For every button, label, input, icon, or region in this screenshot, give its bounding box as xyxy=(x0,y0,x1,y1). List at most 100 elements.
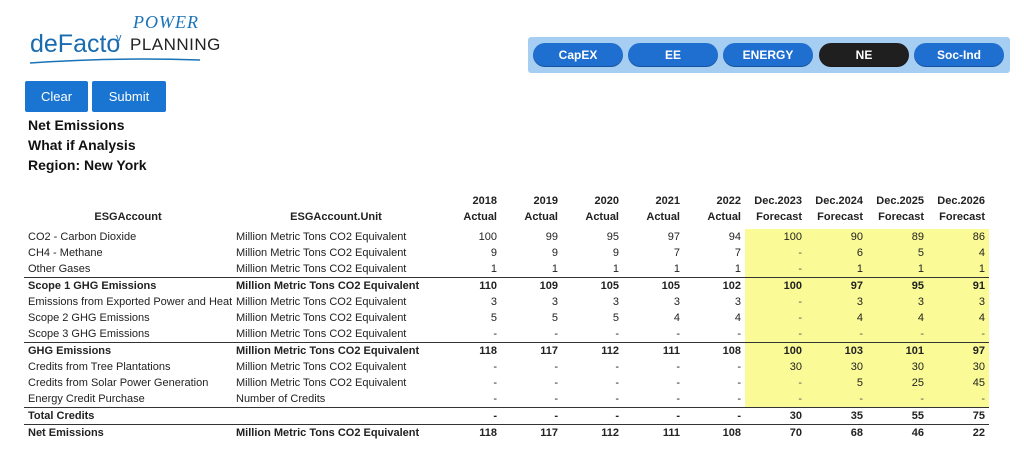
actual-value-cell: - xyxy=(676,328,680,340)
forecast-value-cell[interactable]: 91 xyxy=(928,277,989,294)
column-header-period: Dec.2024 xyxy=(815,195,863,207)
actual-value-cell: - xyxy=(501,407,562,425)
actual-value-cell: 4 xyxy=(734,312,741,324)
column-header-period: Dec.2025 xyxy=(876,195,924,207)
forecast-value-cell[interactable]: 100 xyxy=(745,277,806,294)
table-row: Credits from Solar Power Generation Milli… xyxy=(24,375,989,391)
actual-value-cell: - xyxy=(737,328,741,340)
table-row: Scope 3 GHG Emissions Million Metric Tons… xyxy=(24,326,989,343)
forecast-value-cell[interactable]: 86 xyxy=(928,229,989,245)
unit-cell: Million Metric Tons CO2 Equivalent xyxy=(236,231,407,243)
forecast-value-cell[interactable]: - xyxy=(928,326,989,343)
forecast-value-cell[interactable]: - xyxy=(745,245,806,261)
tab-energy[interactable]: ENERGY xyxy=(723,43,813,67)
logo-planning-text: PLANNING xyxy=(130,35,221,54)
tab-capex[interactable]: CapEX xyxy=(533,43,623,67)
forecast-value-cell[interactable]: 4 xyxy=(928,310,989,326)
forecast-value-cell[interactable]: 25 xyxy=(867,375,928,391)
tab-label: CapEX xyxy=(558,48,598,62)
forecast-value-cell[interactable]: 101 xyxy=(867,342,928,359)
column-header-kind: Actual xyxy=(463,211,497,223)
forecast-value-cell[interactable]: 1 xyxy=(867,261,928,278)
forecast-value-cell[interactable]: - xyxy=(928,391,989,408)
forecast-value-cell[interactable]: - xyxy=(745,391,806,408)
tab-ee[interactable]: EE xyxy=(628,43,718,67)
logo-power-text: POWER xyxy=(133,12,199,32)
forecast-value-cell[interactable]: 3 xyxy=(806,294,867,310)
forecast-value-cell[interactable]: 55 xyxy=(867,407,928,425)
account-cell: CH4 - Methane xyxy=(28,247,103,259)
actual-value-cell: - xyxy=(623,407,684,425)
defacto-logo: POWER deFacto v PLANNING xyxy=(30,12,230,64)
tab-label: NE xyxy=(855,48,873,62)
forecast-value-cell[interactable]: 4 xyxy=(806,310,867,326)
clear-button[interactable]: Clear xyxy=(25,81,88,112)
forecast-value-cell[interactable]: 4 xyxy=(867,310,928,326)
forecast-value-cell[interactable]: 22 xyxy=(928,424,989,441)
actual-value-cell: 108 xyxy=(684,424,745,441)
forecast-value-cell[interactable]: - xyxy=(745,310,806,326)
forecast-value-cell[interactable]: 90 xyxy=(806,229,867,245)
column-header-unit: ESGAccount.Unit xyxy=(290,211,382,223)
unit-cell: Million Metric Tons CO2 Equivalent xyxy=(232,424,440,441)
forecast-value-cell[interactable]: 4 xyxy=(928,245,989,261)
forecast-value-cell[interactable]: - xyxy=(745,294,806,310)
tab-label: EE xyxy=(664,48,681,62)
forecast-value-cell[interactable]: 89 xyxy=(867,229,928,245)
forecast-value-cell[interactable]: - xyxy=(867,391,928,408)
actual-value-cell: - xyxy=(737,393,741,405)
forecast-value-cell[interactable]: 30 xyxy=(928,359,989,375)
actual-value-cell: 3 xyxy=(673,296,680,308)
column-header-period: 2022 xyxy=(716,195,741,207)
column-header-kind: Actual xyxy=(585,211,619,223)
forecast-value-cell[interactable]: 97 xyxy=(928,342,989,359)
column-header-kind: Forecast xyxy=(756,211,802,223)
forecast-value-cell[interactable]: 30 xyxy=(745,359,806,375)
forecast-value-cell[interactable]: 100 xyxy=(745,229,806,245)
tab-soc-ind[interactable]: Soc-Ind xyxy=(914,43,1004,67)
actual-value-cell: 9 xyxy=(551,247,558,259)
forecast-value-cell[interactable]: - xyxy=(745,375,806,391)
forecast-value-cell[interactable]: 5 xyxy=(867,245,928,261)
forecast-value-cell[interactable]: - xyxy=(745,261,806,278)
forecast-value-cell[interactable]: 3 xyxy=(867,294,928,310)
forecast-value-cell[interactable]: 30 xyxy=(867,359,928,375)
forecast-value-cell[interactable]: 95 xyxy=(867,277,928,294)
forecast-value-cell[interactable]: 35 xyxy=(806,407,867,425)
forecast-value-cell[interactable]: 1 xyxy=(806,261,867,278)
forecast-value-cell[interactable]: 5 xyxy=(806,375,867,391)
forecast-value-cell[interactable]: 103 xyxy=(806,342,867,359)
submit-button[interactable]: Submit xyxy=(92,81,166,112)
forecast-value-cell[interactable]: 3 xyxy=(928,294,989,310)
forecast-value-cell[interactable]: 6 xyxy=(806,245,867,261)
actual-value-cell: - xyxy=(440,407,501,425)
actual-value-cell: - xyxy=(615,393,619,405)
forecast-value-cell[interactable]: 68 xyxy=(806,424,867,441)
forecast-value-cell[interactable]: 30 xyxy=(806,359,867,375)
actual-value-cell: 108 xyxy=(684,342,745,359)
account-cell: Scope 1 GHG Emissions xyxy=(24,277,232,294)
forecast-value-cell[interactable]: 75 xyxy=(928,407,989,425)
forecast-value-cell[interactable]: - xyxy=(867,326,928,343)
actual-value-cell: 102 xyxy=(684,277,745,294)
actual-value-cell: 97 xyxy=(667,231,680,243)
forecast-value-cell[interactable]: 46 xyxy=(867,424,928,441)
tab-ne[interactable]: NE xyxy=(819,43,909,67)
forecast-value-cell[interactable]: 97 xyxy=(806,277,867,294)
actual-value-cell: 118 xyxy=(440,424,501,441)
forecast-value-cell[interactable]: - xyxy=(745,326,806,343)
account-cell: CO2 - Carbon Dioxide xyxy=(28,231,137,243)
actual-value-cell: - xyxy=(615,361,619,373)
forecast-value-cell[interactable]: - xyxy=(806,326,867,343)
actual-value-cell: - xyxy=(676,361,680,373)
actual-value-cell: - xyxy=(737,361,741,373)
forecast-value-cell[interactable]: 1 xyxy=(928,261,989,278)
column-header-year: Dec.2026 Forecast xyxy=(928,193,989,229)
forecast-value-cell[interactable]: 70 xyxy=(745,424,806,441)
actual-value-cell: 105 xyxy=(562,277,623,294)
forecast-value-cell[interactable]: - xyxy=(806,391,867,408)
forecast-value-cell[interactable]: 45 xyxy=(928,375,989,391)
page-title: Net Emissions xyxy=(28,117,125,133)
forecast-value-cell[interactable]: 30 xyxy=(745,407,806,425)
forecast-value-cell[interactable]: 100 xyxy=(745,342,806,359)
